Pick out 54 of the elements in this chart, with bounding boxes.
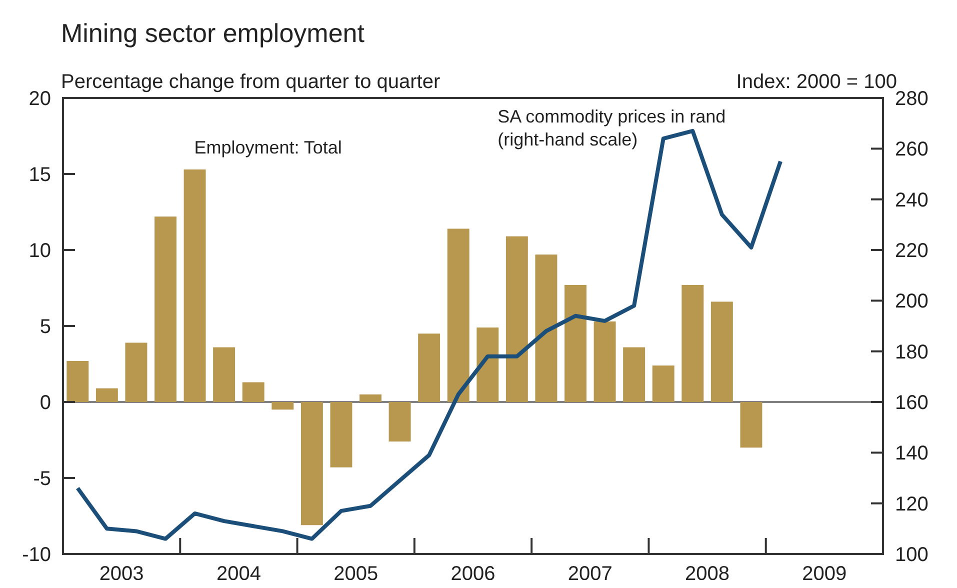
chart-title: Mining sector employment bbox=[61, 18, 366, 48]
x-tick-label: 2009 bbox=[802, 563, 847, 585]
bar bbox=[535, 254, 558, 402]
bar bbox=[66, 360, 89, 402]
bar bbox=[360, 394, 382, 402]
x-tick-label: 2005 bbox=[334, 563, 378, 585]
bar bbox=[242, 382, 264, 402]
y2-tick-label: 100 bbox=[895, 544, 928, 566]
y-tick-label: 20 bbox=[28, 88, 51, 110]
y2-tick-label: 280 bbox=[895, 88, 928, 110]
y-tick-label: 5 bbox=[40, 316, 51, 338]
bar bbox=[213, 347, 236, 402]
y-tick-label: -5 bbox=[33, 468, 51, 490]
bar bbox=[154, 216, 176, 402]
series-label: SA commodity prices in rand (right-hand scale) bbox=[498, 106, 726, 150]
bar bbox=[300, 402, 323, 526]
y2-tick-label: 200 bbox=[895, 290, 928, 313]
bar bbox=[623, 347, 646, 402]
y-tick-label: -10 bbox=[22, 544, 51, 566]
y2-axis-title: Index: 2000 = 100 bbox=[736, 71, 897, 93]
y-tick-label: 15 bbox=[28, 164, 51, 186]
bar bbox=[184, 169, 206, 402]
bar bbox=[96, 388, 118, 402]
bar bbox=[447, 228, 470, 402]
y2-tick-label: 140 bbox=[895, 442, 928, 465]
x-tick-label: 2004 bbox=[216, 563, 261, 585]
bar bbox=[506, 236, 528, 402]
x-tick-label: 2006 bbox=[450, 563, 496, 585]
bar bbox=[564, 284, 586, 402]
y2-tick-label: 240 bbox=[895, 189, 928, 212]
y-axis-title: Percentage change from quarter to quarter bbox=[61, 71, 440, 93]
bar bbox=[594, 321, 616, 402]
series-label: Employment: Total bbox=[194, 137, 342, 158]
bar bbox=[125, 342, 148, 402]
x-tick-label: 2003 bbox=[99, 563, 144, 585]
bar bbox=[418, 334, 440, 402]
bar bbox=[652, 366, 674, 402]
y2-tick-label: 160 bbox=[895, 392, 928, 414]
y-tick-label: 10 bbox=[28, 240, 51, 262]
bar bbox=[682, 284, 704, 402]
y2-tick-label: 260 bbox=[895, 138, 928, 161]
y2-tick-label: 180 bbox=[895, 341, 928, 364]
y-tick-label: 0 bbox=[40, 392, 51, 414]
bar bbox=[710, 302, 733, 402]
x-tick-label: 2008 bbox=[685, 563, 730, 585]
bar bbox=[740, 402, 762, 448]
line-series bbox=[76, 128, 782, 541]
bar bbox=[330, 402, 352, 468]
y2-tick-label: 120 bbox=[895, 493, 928, 516]
x-tick-label: 2007 bbox=[568, 563, 612, 585]
bar bbox=[476, 328, 499, 402]
y2-tick-label: 220 bbox=[895, 240, 928, 262]
bar bbox=[388, 402, 411, 442]
bar bbox=[272, 402, 294, 410]
